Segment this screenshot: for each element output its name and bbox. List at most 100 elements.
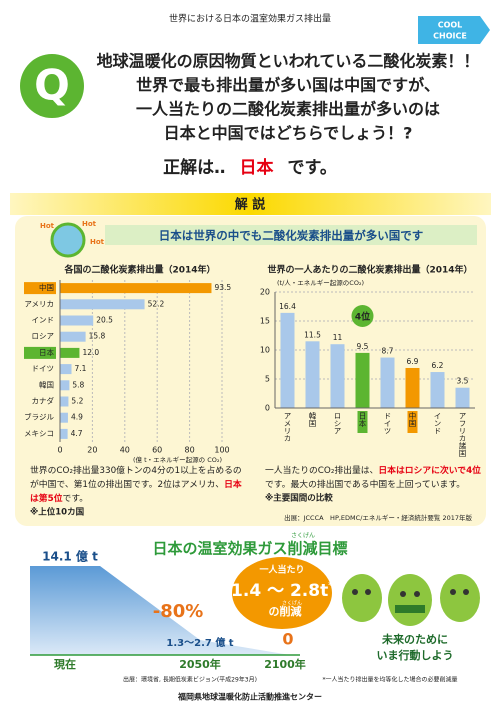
value-label: 93.5 <box>214 283 231 292</box>
note-part: 日本 <box>224 478 242 490</box>
x-tick-label: 0 <box>57 446 62 455</box>
value-label: 8.7 <box>382 347 394 356</box>
x-tick-label: 20 <box>87 446 97 455</box>
value-label: 11.5 <box>304 330 321 339</box>
x-tick-label: アフリカ諸国 <box>458 412 467 459</box>
answer-prefix: 正解は‥ <box>163 157 225 178</box>
value-label: 16.4 <box>279 302 296 311</box>
bar <box>60 412 68 423</box>
question-line: 世界で最も排出量が多い国は中国ですが、 <box>136 76 440 95</box>
question-line: 一人当たりの二酸化炭素排出量が多いのは <box>136 100 440 119</box>
x-tick-label: 日本 <box>358 412 367 429</box>
bar <box>60 364 72 375</box>
bar <box>60 299 145 310</box>
bar <box>405 367 420 408</box>
value-label: 12.0 <box>82 348 99 357</box>
annotation: 4位 <box>355 311 370 323</box>
footer-footnote: *一人当たり排出量を均等化した場合の必要削減量 <box>322 676 457 684</box>
value-label: 20.5 <box>96 316 113 325</box>
logo-text: COOL <box>438 21 463 30</box>
subtitle: 日本は世界の中でも二酸化炭素排出量が多い国です <box>159 229 424 243</box>
y-tick-label: ロシア <box>32 332 55 341</box>
y-tick-label: インド <box>32 316 55 325</box>
change: -80% <box>153 601 204 622</box>
q-mark: Q <box>34 61 70 110</box>
bar <box>330 344 345 408</box>
reduction-area <box>30 566 290 655</box>
note-line: が中国で、第1位の排出国です。2位はアメリカ、日本 <box>30 478 242 490</box>
ruby: さくげん <box>282 600 302 607</box>
panel <box>15 216 486 526</box>
note-part: は第5位 <box>30 492 63 504</box>
period: 現在 <box>54 657 76 671</box>
x-tick-label: 中国 <box>408 411 417 429</box>
bar <box>60 331 86 342</box>
bar <box>60 315 94 326</box>
label-highlight <box>24 346 56 359</box>
value-label: 52.2 <box>148 299 165 308</box>
label-highlight <box>407 411 418 433</box>
bar <box>430 372 445 408</box>
logo <box>418 16 490 44</box>
x-tick-label: 80 <box>185 446 195 455</box>
x-tick-label: 40 <box>120 446 130 455</box>
heading: 解 説 <box>234 197 266 213</box>
per-capita-amount: 1.4 ～ 2.8t* <box>231 581 333 602</box>
hot-label: Hot <box>40 222 55 230</box>
y-tick-label: 20 <box>260 288 270 297</box>
bar <box>355 352 370 408</box>
note-part: 一人当たりのCO₂排出量は、 <box>265 464 378 476</box>
x-tick-label: ロシア <box>333 412 342 435</box>
logo-text: CHOICE <box>433 32 467 41</box>
x-tick-label: 100 <box>214 446 229 455</box>
answer-suffix: です。 <box>288 158 337 178</box>
value-label: 11 <box>333 333 343 342</box>
bar <box>60 428 68 439</box>
value-label: 4.9 <box>71 413 83 422</box>
value-label: 3.5 <box>457 377 469 386</box>
note-line: 一人当たりのCO₂排出量は、日本はロシアに次いで4位 <box>265 464 481 476</box>
note: ※主要国間の比較 <box>265 493 333 504</box>
value-label: 5.2 <box>71 397 83 406</box>
note-part: が中国で、第1位の排出国です。2位はアメリカ、 <box>30 478 224 490</box>
answer: 正解は‥ 日本 です。 <box>163 157 337 178</box>
note-part: 日本はロシアに次いで4位 <box>378 464 481 476</box>
x-axis-label: (億 t・エネルギー起源の CO₂) <box>133 455 222 464</box>
amount: 1.4 ～ 2.8t <box>231 581 328 601</box>
y-tick-label: カナダ <box>32 396 55 406</box>
footer-source: 出展：環境省, 長期低炭素ビジョン(平成29年3月) <box>123 676 257 684</box>
per-capita-head: 一人当たり <box>259 564 304 576</box>
footer-org: 福岡県地球温暖化防止活動推進センター <box>177 692 322 702</box>
x-tick-label: インド <box>433 412 442 435</box>
note-part: 世界のCO₂排出量330億トンの4分の1以上を占めるの <box>30 464 242 476</box>
q-badge <box>20 54 84 118</box>
target-title: 日本の温室効果ガス削減目標 <box>152 540 347 558</box>
bar <box>455 387 470 408</box>
question-line: 日本と中国ではどちらでしょう！? <box>164 124 413 143</box>
x-tick-label: 韓国 <box>308 411 317 429</box>
note-line: 世界のCO₂排出量330億トンの4分の1以上を占めるの <box>30 464 242 476</box>
y-tick-label: アメリカ <box>24 299 54 308</box>
ruby: さくげん <box>291 532 315 540</box>
bar <box>60 283 212 294</box>
header-title: 世界における日本の温室効果ガス排出量 <box>169 13 331 25</box>
x-tick-label: アメリカ <box>283 412 292 443</box>
note-line: です。最大の排出国である中国を上回っています。 <box>265 478 465 490</box>
period: 2100年 <box>264 657 306 671</box>
y-tick-label: 0 <box>265 404 270 413</box>
chart-title: 世界の一人あたりの二酸化炭素排出量（2014年） <box>267 264 472 276</box>
amount: 14.1 億 t <box>42 549 98 564</box>
bar <box>60 347 80 358</box>
y-tick-label: ブラジル <box>24 412 54 422</box>
note-part: です。最大の排出国である中国を上回っています。 <box>265 478 465 490</box>
globe-icon <box>50 222 86 258</box>
amount: 0 <box>282 630 293 649</box>
y-axis-label: (t/人・エネルギー起源のCO₂) <box>277 278 364 287</box>
y-tick-label: 15 <box>260 317 270 326</box>
mascots <box>342 574 480 626</box>
bar <box>60 380 70 391</box>
value-label: 6.2 <box>432 361 444 370</box>
x-tick-label: 60 <box>152 446 162 455</box>
per-capita-badge <box>232 557 332 629</box>
